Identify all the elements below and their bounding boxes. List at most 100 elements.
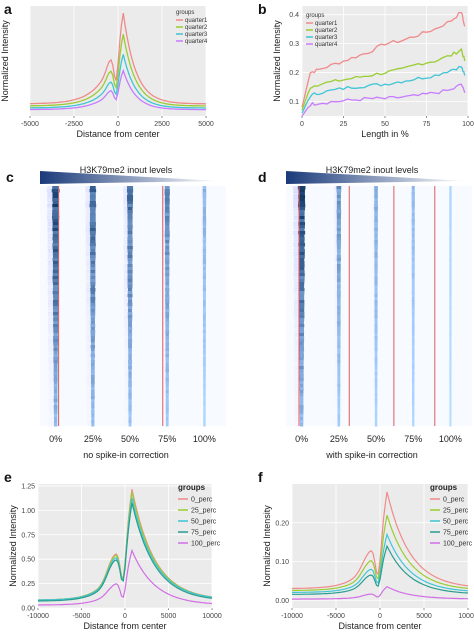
heatmap-cell (54, 417, 58, 421)
heatmap-haze (124, 417, 129, 421)
heatmap-haze (372, 270, 375, 274)
heatmap-column-label: 75% (158, 434, 176, 444)
heatmap-haze (372, 318, 375, 322)
heatmap-cell (52, 243, 59, 247)
heatmap-cell (128, 324, 132, 328)
heatmap-haze (372, 312, 375, 316)
heatmap-cell (165, 279, 170, 283)
heatmap-haze (85, 243, 90, 247)
heatmap-cell (53, 297, 59, 301)
heatmap-cell (337, 297, 341, 301)
heatmap-cell (165, 324, 170, 328)
heatmap-title: H3K79me2 inout levels (326, 165, 419, 175)
heatmap-cell (374, 222, 378, 226)
heatmap-haze (334, 276, 337, 280)
heatmap-haze (372, 390, 375, 394)
heatmap-haze (410, 261, 412, 265)
heatmap-cell (90, 372, 95, 376)
heatmap-haze (410, 276, 412, 280)
heatmap-haze (410, 339, 412, 343)
heatmap-cell (165, 303, 170, 307)
heatmap-haze (334, 336, 338, 340)
heatmap-haze (86, 354, 91, 358)
heatmap-haze (161, 219, 165, 223)
heatmap-cell (127, 291, 133, 295)
heatmap-haze (293, 270, 299, 274)
heatmap-haze (162, 339, 166, 343)
heatmap-cell (202, 189, 207, 193)
heatmap-cell (165, 378, 169, 382)
heatmap-haze (293, 210, 299, 214)
heatmap-haze (47, 309, 53, 313)
heatmap-cell (89, 201, 96, 205)
heatmap-cell (374, 378, 378, 382)
heatmap-cell (336, 192, 341, 196)
heatmap-cell (89, 192, 96, 196)
heatmap-cell (127, 318, 133, 322)
panel-label-e: e (4, 469, 12, 485)
heatmap-cell (449, 321, 452, 325)
heatmap-cell (411, 249, 415, 253)
heatmap-cell (202, 306, 206, 310)
heatmap-cell (411, 237, 415, 241)
heatmap-haze (372, 246, 375, 250)
heatmap-haze (201, 195, 203, 199)
heatmap-cell (374, 381, 378, 385)
heatmap-cell (128, 375, 132, 379)
heatmap-cell (449, 273, 452, 277)
heatmap-cell (412, 393, 415, 397)
heatmap-cell (299, 405, 304, 409)
heatmap-cell (449, 186, 452, 190)
heatmap-cell (128, 390, 132, 394)
heatmap-cell (53, 324, 59, 328)
heatmap-haze (47, 201, 53, 205)
heatmap-haze (334, 393, 338, 397)
heatmap-cell (165, 414, 169, 418)
heatmap-cell (165, 366, 169, 370)
heatmap-cell (165, 285, 170, 289)
heatmap-haze (410, 417, 413, 421)
heatmap-cell (336, 276, 341, 280)
heatmap-haze (410, 312, 412, 316)
heatmap-cell (127, 273, 133, 277)
heatmap-cell (374, 330, 378, 334)
heatmap-cell (164, 195, 170, 199)
heatmap-haze (123, 216, 128, 220)
heatmap-cell (336, 246, 341, 250)
heatmap-haze (334, 381, 338, 385)
heatmap-cell (90, 318, 95, 322)
heatmap-haze (123, 195, 128, 199)
heatmap-haze (410, 270, 412, 274)
heatmap-haze (86, 381, 91, 385)
heatmap-cell (90, 396, 95, 400)
heatmap-haze (373, 420, 375, 424)
heatmap-cell (298, 189, 305, 193)
x-tick-label: -2500 (65, 121, 83, 128)
heatmap-cell (374, 303, 378, 307)
heatmap-haze (123, 249, 128, 253)
heatmap-cell (165, 354, 169, 358)
heatmap-cell (202, 267, 206, 271)
heatmap-haze (162, 360, 166, 364)
heatmap-cell (412, 420, 415, 424)
heatmap-haze (372, 294, 375, 298)
heatmap-haze (123, 225, 128, 229)
heatmap-cell (127, 261, 133, 265)
heatmap-cell (128, 321, 132, 325)
heatmap-haze (86, 270, 91, 274)
heatmap-cell (90, 315, 96, 319)
heatmap-haze (48, 351, 54, 355)
heatmap-cell (90, 390, 95, 394)
heatmap-haze (372, 210, 375, 214)
heatmap-haze (334, 321, 337, 325)
heatmap-haze (372, 405, 375, 409)
heatmap-haze (162, 387, 166, 391)
heatmap-cell (412, 417, 415, 421)
heatmap-cell (165, 273, 170, 277)
heatmap-haze (47, 186, 53, 190)
heatmap-cell (299, 411, 304, 415)
heatmap-haze (201, 423, 204, 427)
heatmap-haze (410, 285, 412, 289)
heatmap-cell (336, 279, 341, 283)
heatmap-haze (372, 252, 375, 256)
